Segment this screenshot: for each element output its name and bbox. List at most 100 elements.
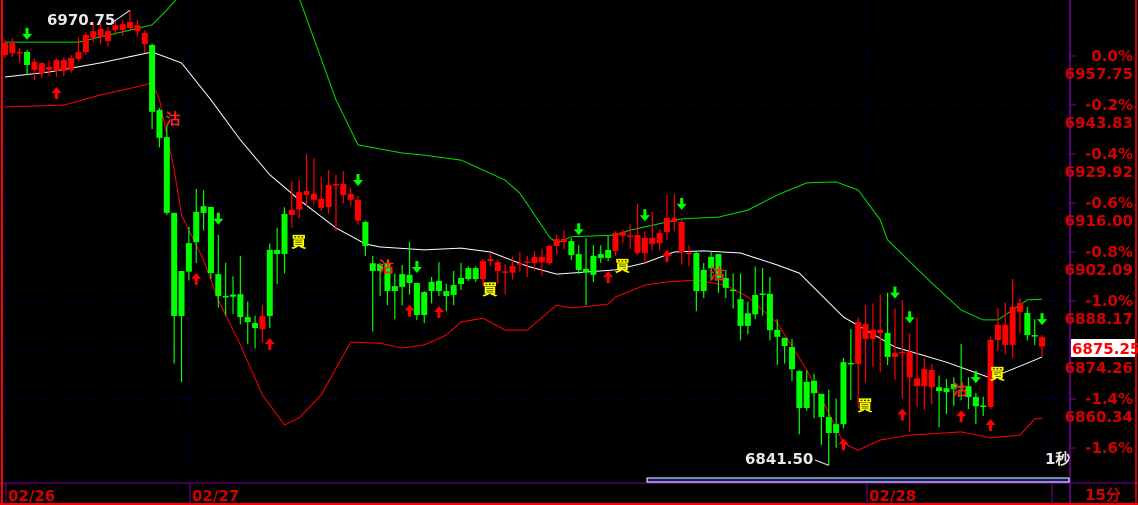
candle-body	[1031, 335, 1038, 337]
candle	[1002, 302, 1009, 355]
candle-body	[877, 329, 884, 333]
candle	[303, 154, 310, 206]
candle	[200, 190, 207, 231]
candle	[634, 203, 641, 256]
candle-body	[362, 222, 369, 246]
candle	[230, 276, 237, 314]
middle-band-line	[4, 51, 1043, 379]
axis-price-label: 6902.09	[1065, 261, 1133, 279]
candle	[987, 336, 994, 410]
buy-signal-label: 買	[990, 365, 1005, 383]
candle	[31, 58, 38, 80]
candle	[590, 245, 597, 282]
candle-body	[163, 137, 170, 213]
candle-body	[325, 185, 332, 207]
candle-body	[281, 213, 288, 255]
candle-body	[288, 209, 295, 215]
candle	[369, 255, 376, 332]
up-arrow-icon	[956, 410, 967, 423]
down-arrow-icon	[411, 260, 422, 273]
candle	[936, 375, 943, 428]
candle-body	[480, 261, 487, 280]
candle	[921, 357, 928, 410]
candle	[1024, 306, 1031, 341]
candle-body	[355, 199, 362, 221]
candle-body	[104, 31, 111, 42]
candle-body	[296, 192, 303, 210]
sell-signal-label: 沽	[952, 381, 967, 399]
candle-body	[156, 110, 163, 138]
candle	[24, 49, 31, 75]
candle-body	[193, 211, 200, 243]
candle-body	[612, 232, 619, 251]
candle	[149, 43, 156, 130]
axis-price-label: 6888.17	[1065, 310, 1133, 328]
buy-signal-label: 買	[858, 397, 873, 415]
tick-interval-label: 1秒	[1045, 450, 1070, 468]
interval-selector[interactable]: 15分	[1085, 486, 1121, 504]
candle-body	[509, 266, 516, 273]
candle-body	[811, 380, 818, 394]
candle-body	[943, 388, 950, 393]
candle-body	[75, 51, 82, 59]
axis-price-label: 6916.00	[1065, 212, 1133, 230]
candle-body	[24, 51, 31, 65]
candle	[708, 250, 715, 281]
candle	[671, 193, 678, 232]
candle-body	[641, 237, 648, 254]
candle-body	[987, 339, 994, 407]
low-price-label: 6841.50	[745, 450, 813, 468]
candle	[9, 38, 16, 57]
up-arrow-icon	[51, 86, 62, 99]
candle	[796, 370, 803, 435]
candle-body	[899, 351, 906, 354]
candle	[730, 273, 737, 309]
candle-body	[656, 232, 663, 244]
candle	[803, 370, 810, 411]
candle-body	[693, 253, 700, 292]
candle	[340, 171, 347, 204]
candle	[958, 343, 965, 401]
candle	[435, 262, 442, 296]
candle-body	[38, 63, 45, 74]
candle-body	[266, 249, 273, 317]
horizontal-scrollbar[interactable]	[646, 477, 1070, 483]
up-arrow-icon	[404, 304, 415, 317]
candle	[163, 125, 170, 215]
candle-body	[722, 278, 729, 288]
candle-body	[384, 263, 391, 292]
axis-pct-label: -1.6%	[1085, 439, 1133, 457]
candle-body	[435, 280, 442, 292]
candle	[185, 226, 192, 281]
candle-body	[237, 294, 244, 318]
candle	[16, 48, 23, 63]
candle	[252, 315, 259, 349]
candle	[686, 245, 693, 267]
down-arrow-icon	[353, 173, 364, 186]
candle	[737, 273, 744, 341]
candle	[715, 254, 722, 293]
candle	[119, 19, 126, 36]
up-arrow-icon	[264, 338, 275, 351]
candle	[906, 333, 913, 433]
candle-body	[803, 381, 810, 408]
candle-body	[891, 353, 898, 357]
candle	[597, 245, 604, 263]
candle	[487, 252, 494, 267]
axis-pct-label: -0.8%	[1085, 243, 1133, 261]
axis-pct-label: -1.4%	[1085, 390, 1133, 408]
candle-body	[906, 351, 913, 378]
candle-body	[605, 249, 612, 258]
candle-body	[1016, 303, 1023, 312]
axis-price-label: 6943.83	[1065, 114, 1133, 132]
candle-body	[766, 293, 773, 331]
candle	[641, 231, 648, 263]
candle	[399, 264, 406, 306]
candle	[759, 268, 766, 316]
down-arrow-icon	[1037, 313, 1048, 326]
candle-body	[16, 51, 23, 54]
candle-body	[686, 252, 693, 255]
candle-body	[443, 291, 450, 296]
